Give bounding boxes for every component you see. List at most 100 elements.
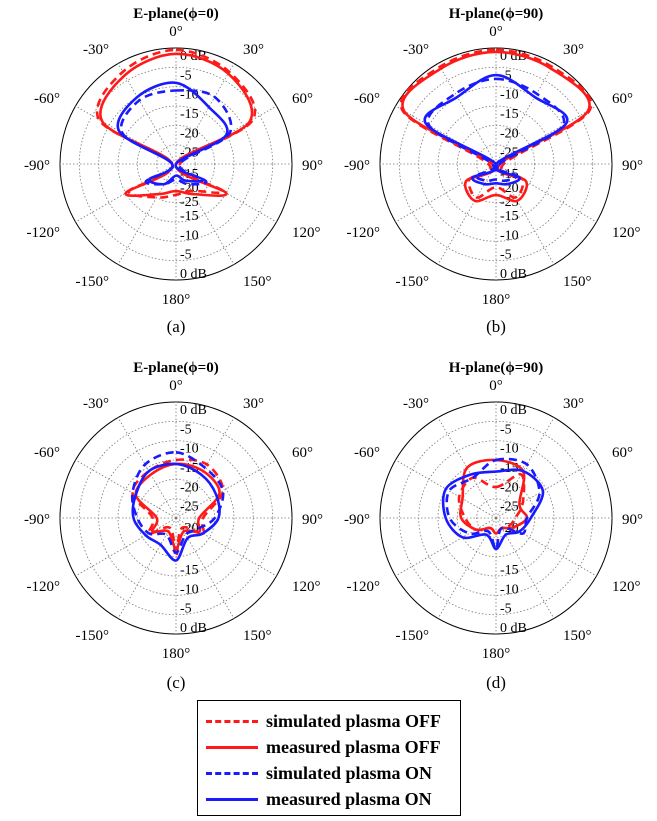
- angle-tick-label: -120°: [27, 225, 61, 241]
- radial-tick-label: -5: [500, 602, 512, 617]
- grid-spoke: [437, 517, 497, 619]
- radial-tick-label: -20: [180, 126, 199, 141]
- angle-tick-label: -90°: [344, 158, 370, 174]
- legend-swatch-simulated-off: [206, 719, 258, 723]
- angle-tick-label: 90°: [622, 512, 643, 528]
- legend-swatch-simulated-on: [206, 771, 258, 775]
- angle-tick-label: -30°: [83, 396, 109, 412]
- angle-tick-label: 0°: [169, 378, 183, 394]
- radial-tick-label: -5: [500, 68, 512, 83]
- series-line-4: [131, 462, 221, 562]
- radial-tick-label: -5: [180, 602, 192, 617]
- angle-tick-label: 30°: [563, 396, 584, 412]
- angle-tick-label: -120°: [27, 579, 61, 595]
- angle-tick-label: 90°: [622, 158, 643, 174]
- radial-tick-label: -5: [180, 422, 192, 437]
- angle-tick-label: -90°: [24, 158, 50, 174]
- angle-tick-label: -150°: [76, 274, 110, 290]
- angle-tick-label: 150°: [243, 628, 272, 644]
- grid-ring: [437, 105, 555, 223]
- radial-tick-label: -10: [180, 442, 199, 457]
- angle-tick-label: -60°: [354, 445, 380, 461]
- series-line-1: [457, 472, 526, 535]
- series-line-2: [401, 50, 591, 203]
- angle-tick-label: 120°: [612, 225, 641, 241]
- radial-tick-label: -15: [180, 563, 199, 578]
- grid-ring: [117, 459, 235, 577]
- legend-item-simulated-off: simulated plasma OFF: [206, 709, 441, 733]
- legend-label: simulated plasma ON: [266, 762, 433, 783]
- angle-tick-label: 60°: [612, 445, 633, 461]
- angle-tick-label: -150°: [396, 628, 430, 644]
- angle-tick-label: -120°: [347, 225, 381, 241]
- radial-tick-label: 0 dB: [500, 267, 527, 282]
- angle-tick-label: 120°: [292, 225, 321, 241]
- grid-ring: [117, 105, 235, 223]
- radial-tick-label: -10: [180, 582, 199, 597]
- legend-label: measured plasma OFF: [266, 736, 441, 757]
- radial-tick-label: 0 dB: [180, 267, 207, 282]
- radial-tick-label: -20: [500, 126, 519, 141]
- radial-tick-label: -10: [500, 88, 519, 103]
- angle-tick-label: 90°: [302, 158, 323, 174]
- radial-tick-label: -20: [500, 480, 519, 495]
- angle-tick-label: -150°: [76, 628, 110, 644]
- angle-tick-label: 30°: [243, 396, 264, 412]
- panel-caption: (c): [167, 673, 186, 692]
- panel-caption: (d): [486, 673, 506, 692]
- radial-tick-label: -25: [180, 500, 199, 515]
- chart-title: E-plane(ϕ=0): [133, 6, 218, 22]
- series-line-2: [99, 52, 254, 197]
- radial-tick-label: -10: [500, 228, 519, 243]
- angle-tick-label: 120°: [612, 579, 641, 595]
- polar-chart-4: H-plane(ϕ=90)0°30°60°90°120°150°180°-150…: [344, 360, 643, 692]
- angle-tick-label: 0°: [169, 24, 183, 40]
- panel-caption: (a): [167, 317, 186, 336]
- radial-tick-label: -10: [500, 442, 519, 457]
- radial-tick-label: 0 dB: [500, 403, 527, 418]
- radial-tick-label: -15: [180, 107, 199, 122]
- grid-ring: [78, 420, 274, 616]
- radial-tick-label: 0 dB: [180, 403, 207, 418]
- radial-tick-label: -10: [500, 582, 519, 597]
- grid-ring: [437, 459, 555, 577]
- radial-tick-label: -5: [180, 248, 192, 263]
- radial-tick-label: -10: [180, 228, 199, 243]
- series-line-4: [116, 81, 229, 186]
- radial-tick-label: -15: [500, 563, 519, 578]
- polar-chart-2: H-plane(ϕ=90)0°30°60°90°120°150°180°-150…: [344, 6, 643, 336]
- radial-tick-label: -15: [500, 107, 519, 122]
- angle-tick-label: 60°: [292, 91, 313, 107]
- series-line-4: [441, 468, 545, 551]
- grid-ring: [398, 66, 594, 262]
- radial-tick-label: -20: [180, 480, 199, 495]
- polar-charts: E-plane(ϕ=0)0°30°60°90°120°150°180°-150°…: [24, 6, 643, 692]
- legend-label: measured plasma ON: [266, 788, 432, 809]
- angle-tick-label: -30°: [83, 42, 109, 58]
- radial-tick-label: -25: [180, 195, 199, 210]
- polar-chart-3: E-plane(ϕ=0) 0° 30° 60° 90° 120° 150° 180° -150°…: [24, 360, 323, 692]
- angle-tick-label: -90°: [344, 512, 370, 528]
- radial-tick-label: -5: [500, 422, 512, 437]
- angle-tick-label: -60°: [34, 91, 60, 107]
- grid-ring: [398, 420, 594, 616]
- angle-tick-label: 180°: [162, 646, 191, 662]
- chart-title: E-plane(ϕ=0): [133, 360, 218, 376]
- legend-item-measured-on: measured plasma ON: [206, 787, 432, 811]
- series-line-4: [423, 73, 569, 186]
- angle-tick-label: 0°: [489, 378, 503, 394]
- angle-tick-label: 60°: [292, 445, 313, 461]
- angle-tick-label: 120°: [292, 579, 321, 595]
- radial-tick-label: -15: [500, 209, 519, 224]
- angle-tick-label: 180°: [162, 292, 191, 308]
- series-line-2: [459, 458, 529, 535]
- angle-tick-label: 30°: [243, 42, 264, 58]
- angle-tick-label: -60°: [34, 445, 60, 461]
- legend-label: simulated plasma OFF: [266, 710, 442, 731]
- legend-swatch-measured-on: [206, 797, 258, 801]
- angle-tick-label: -60°: [354, 91, 380, 107]
- legend-swatch-measured-off: [206, 745, 258, 749]
- series-line-3: [130, 450, 225, 555]
- angle-tick-label: 180°: [482, 292, 511, 308]
